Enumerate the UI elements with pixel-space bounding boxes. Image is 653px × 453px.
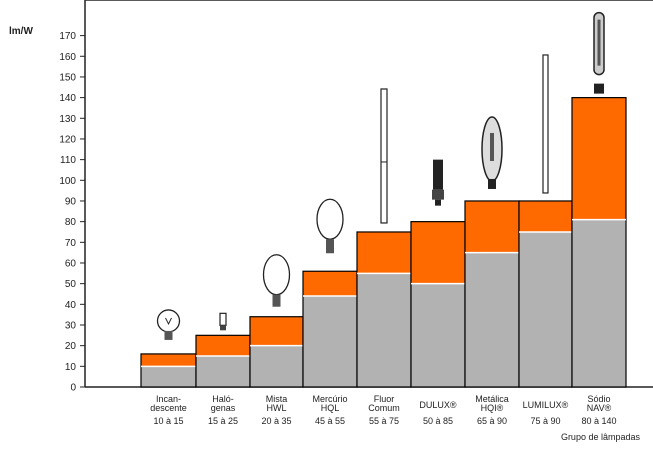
bar-range-segment [303,271,357,297]
bar-min-segment [572,219,626,387]
bar-range-segment [196,335,250,356]
bar-min-segment [411,283,465,387]
category-name: HQI® [481,403,504,413]
bar-min-segment [141,366,196,387]
y-tick-label: 10 [65,362,77,373]
y-tick-label: 90 [65,196,77,207]
y-tick-label: 0 [70,383,76,394]
x-axis-title: Grupo de lâmpadas [561,432,641,442]
y-tick-label: 140 [59,93,76,104]
y-tick-label: 160 [59,52,76,63]
bar-min-segment [250,345,303,387]
mercury-lamp-icon [316,198,344,254]
bar-min-segment [465,252,519,387]
y-tick-label: 80 [65,217,77,228]
category-name: Sódio [587,394,610,404]
category-name: DULUX® [419,400,457,410]
category-range: 50 à 85 [423,416,453,426]
y-tick-label: 130 [59,114,76,125]
bar-range-segment [411,221,465,284]
compact-fluorescent-icon [432,159,444,206]
mixed-glass [262,254,291,296]
category-name: LUMILUX® [523,400,569,410]
bar-outline [571,97,627,388]
fluorescent-tube-icon [380,88,388,224]
y-tick-label: 150 [59,72,76,83]
bar-range-segment [572,97,626,220]
halogen-capsule [219,312,227,326]
sodium-arc-tube [597,19,601,66]
bar-range-segment [357,231,411,274]
y-tick-label: 30 [65,320,77,331]
category-name: descente [150,403,187,413]
category-range: 80 à 140 [581,416,616,426]
category-name: NAV® [587,403,612,413]
bar-min-segment [519,231,572,387]
bulb-filament [165,317,172,326]
y-axis-unit-label: lm/W [9,26,33,37]
bar-min-segment [303,296,357,387]
mh-arc-tube [490,132,494,161]
category-name: HWL [267,403,287,413]
incandescent-bulb-icon [156,309,181,340]
halogen-lamp-icon [219,312,227,331]
category-range: 55 à 75 [369,416,399,426]
cfl-tubes [433,159,443,190]
y-tick-label: 50 [65,279,77,290]
category-name: genas [211,403,236,413]
lumilux-tube-icon [542,54,549,194]
category-range: 10 à 15 [153,416,183,426]
category-name: Fluor [374,394,395,404]
bar-min-segment [196,355,250,387]
y-tick-label: 110 [60,155,76,166]
tube-glass [380,88,388,224]
bar-min-segment [357,273,411,387]
category-name: HQL [321,403,340,413]
y-tick-label: 120 [59,134,76,145]
bulb-base [164,330,173,340]
bar-range-segment [519,200,572,232]
bar-range-segment [465,200,519,253]
y-tick-label: 70 [65,238,77,249]
category-range: 75 à 90 [530,416,560,426]
category-range: 45 à 55 [315,416,345,426]
y-tick-label: 40 [65,300,77,311]
category-range: 15 à 25 [208,416,238,426]
lumilux-glass [542,54,549,194]
category-name: Incan- [156,394,181,404]
category-name: Haló- [212,394,234,404]
category-range: 20 à 35 [261,416,291,426]
cfl-base [435,199,441,206]
category-name: Mercúrio [312,394,347,404]
halogen-pins [220,325,226,331]
bulb-glass [156,309,181,333]
category-name: Metálica [475,394,509,404]
cfl-ballast [432,189,444,200]
mixed-lamp-icon [262,254,291,307]
bar-range-segment [250,316,303,346]
y-tick-label: 60 [65,258,77,269]
category-name: Mista [266,394,288,404]
bar-range-segment [141,353,196,367]
mercury-base [326,239,334,254]
y-tick-label: 20 [65,341,77,352]
mixed-base [272,294,281,307]
sodium-base [594,83,604,94]
y-tick-label: 100 [59,176,76,187]
category-range: 65 à 90 [477,416,507,426]
mercury-glass [316,198,344,240]
sodium-lamp-icon [593,11,605,94]
y-tick-label: 170 [59,31,76,42]
metal-halide-lamp-icon [481,116,503,189]
mh-base [488,178,496,189]
category-name: Comum [368,403,400,413]
